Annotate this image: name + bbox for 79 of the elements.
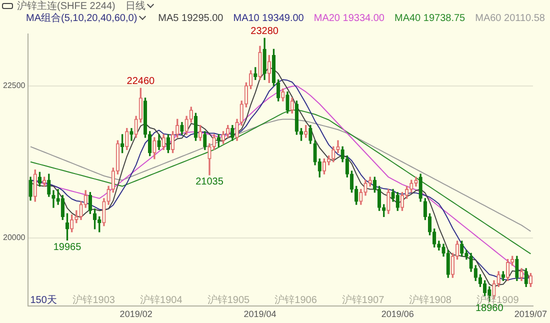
candlestick <box>258 46 262 80</box>
candlestick <box>432 228 436 248</box>
candlestick <box>396 192 400 211</box>
annotation: 沪锌1903 <box>72 294 116 306</box>
candlestick <box>294 100 299 135</box>
annotation: 21035 <box>196 176 224 188</box>
candlestick <box>148 131 152 156</box>
candlestick <box>152 137 156 160</box>
candlestick <box>299 128 304 141</box>
annotation: 19965 <box>53 242 82 253</box>
candlestick <box>102 198 106 226</box>
candlestick <box>52 190 56 208</box>
candlestick <box>116 140 120 174</box>
x-tick-label: 2019/06 <box>381 309 414 320</box>
legend-title: MA组合(5,10,20,40,60,0) <box>26 12 138 25</box>
candlestick <box>166 134 170 154</box>
x-tick-label: 2019/07 <box>514 309 547 320</box>
candlestick <box>400 192 404 211</box>
candlestick <box>437 240 441 251</box>
candlestick <box>203 131 207 150</box>
candlestick <box>501 271 505 281</box>
text: MA20 19334.00 <box>314 12 384 24</box>
candlestick <box>469 252 473 272</box>
candlestick <box>198 125 202 141</box>
y-tick-label: 22500 <box>2 80 26 90</box>
candlestick <box>386 188 390 214</box>
candlestick <box>382 204 386 218</box>
text: MA40 19738.75 <box>394 12 466 24</box>
chart-title: 沪锌主连(SHFE 2244) <box>17 0 116 13</box>
candlestick <box>286 92 290 114</box>
candlestick <box>194 112 198 141</box>
candlestick <box>524 268 528 288</box>
candlestick <box>130 128 134 141</box>
candlestick <box>446 250 450 278</box>
candlestick <box>418 174 422 202</box>
annotation: 沪锌1907 <box>342 294 385 306</box>
candlestick <box>176 118 180 138</box>
candlestick <box>84 190 88 208</box>
candlestick <box>474 265 478 281</box>
candlestick <box>515 256 519 281</box>
candlestick <box>414 176 418 187</box>
y-tick-label: 20000 <box>2 233 26 242</box>
candlestick <box>170 131 175 154</box>
candlestick <box>88 192 92 214</box>
annotation: 沪锌1904 <box>140 294 183 306</box>
candlestick <box>230 125 234 141</box>
candlestick <box>308 125 312 144</box>
candlestick <box>33 169 37 202</box>
candlestick <box>506 258 510 281</box>
annotation: 22460 <box>126 76 156 87</box>
candlestick <box>143 98 148 138</box>
x-tick-label: 2019/02 <box>120 309 152 320</box>
candlestick <box>322 158 326 174</box>
annotation: 沪锌1908 <box>409 294 452 306</box>
annotation: 23280 <box>250 26 279 38</box>
candlestick <box>304 125 308 138</box>
legend-label: MA5 19295.00 <box>158 12 224 24</box>
candlestick <box>262 38 266 80</box>
annotation: 沪锌1905 <box>207 294 250 306</box>
annotation: 150天 <box>30 294 57 306</box>
candlestick <box>28 176 32 201</box>
candlestick <box>162 134 166 150</box>
annotation: 18960 <box>475 303 504 314</box>
candlestick <box>60 195 64 220</box>
candlestick <box>267 54 271 84</box>
candlestick <box>290 98 294 114</box>
candlestick <box>226 125 230 138</box>
annotation: 沪锌1906 <box>274 294 318 306</box>
candlestick <box>520 268 524 281</box>
candlestick <box>216 134 221 147</box>
candlestick <box>180 122 184 135</box>
text: MA10 19349.00 <box>233 12 304 24</box>
x-tick-label: 2019/04 <box>244 309 276 320</box>
candlestick <box>281 88 285 102</box>
candlestick <box>125 128 129 150</box>
text: MA60 20110.58 <box>475 12 545 24</box>
candlestick <box>221 131 226 144</box>
chart-subtitle: 日线 <box>125 0 146 13</box>
candlestick <box>79 201 83 220</box>
